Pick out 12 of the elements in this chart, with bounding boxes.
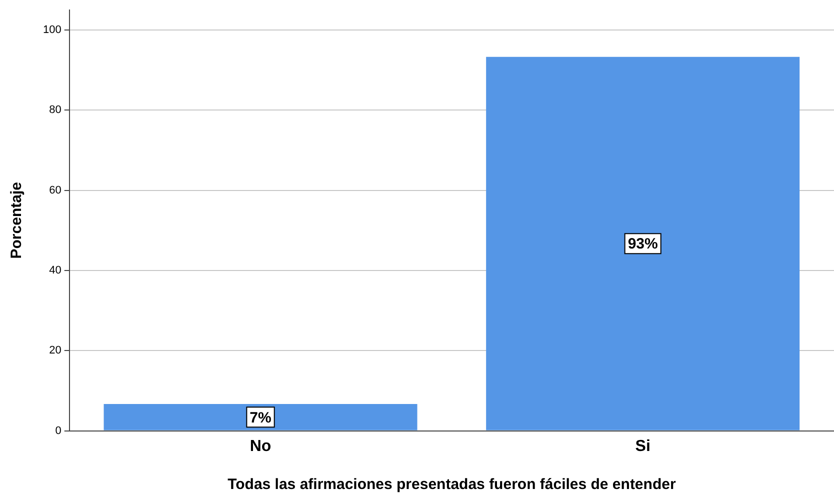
y-tick-label: 60 <box>49 184 62 196</box>
y-tick-label: 20 <box>49 344 62 357</box>
data-label: 93% <box>628 236 658 253</box>
y-tick-label: 40 <box>49 264 62 277</box>
x-tick-label: Si <box>635 438 650 455</box>
y-tick-label: 100 <box>42 24 62 36</box>
y-tick-label: 0 <box>55 424 62 437</box>
x-tick-label: No <box>250 438 272 455</box>
data-label: 7% <box>250 409 272 426</box>
x-axis-title: Todas las afirmaciones presentadas fueron fáciles de entender <box>228 476 676 494</box>
y-axis-title: Porcentaje <box>8 182 26 259</box>
y-tick-label: 80 <box>49 104 62 116</box>
